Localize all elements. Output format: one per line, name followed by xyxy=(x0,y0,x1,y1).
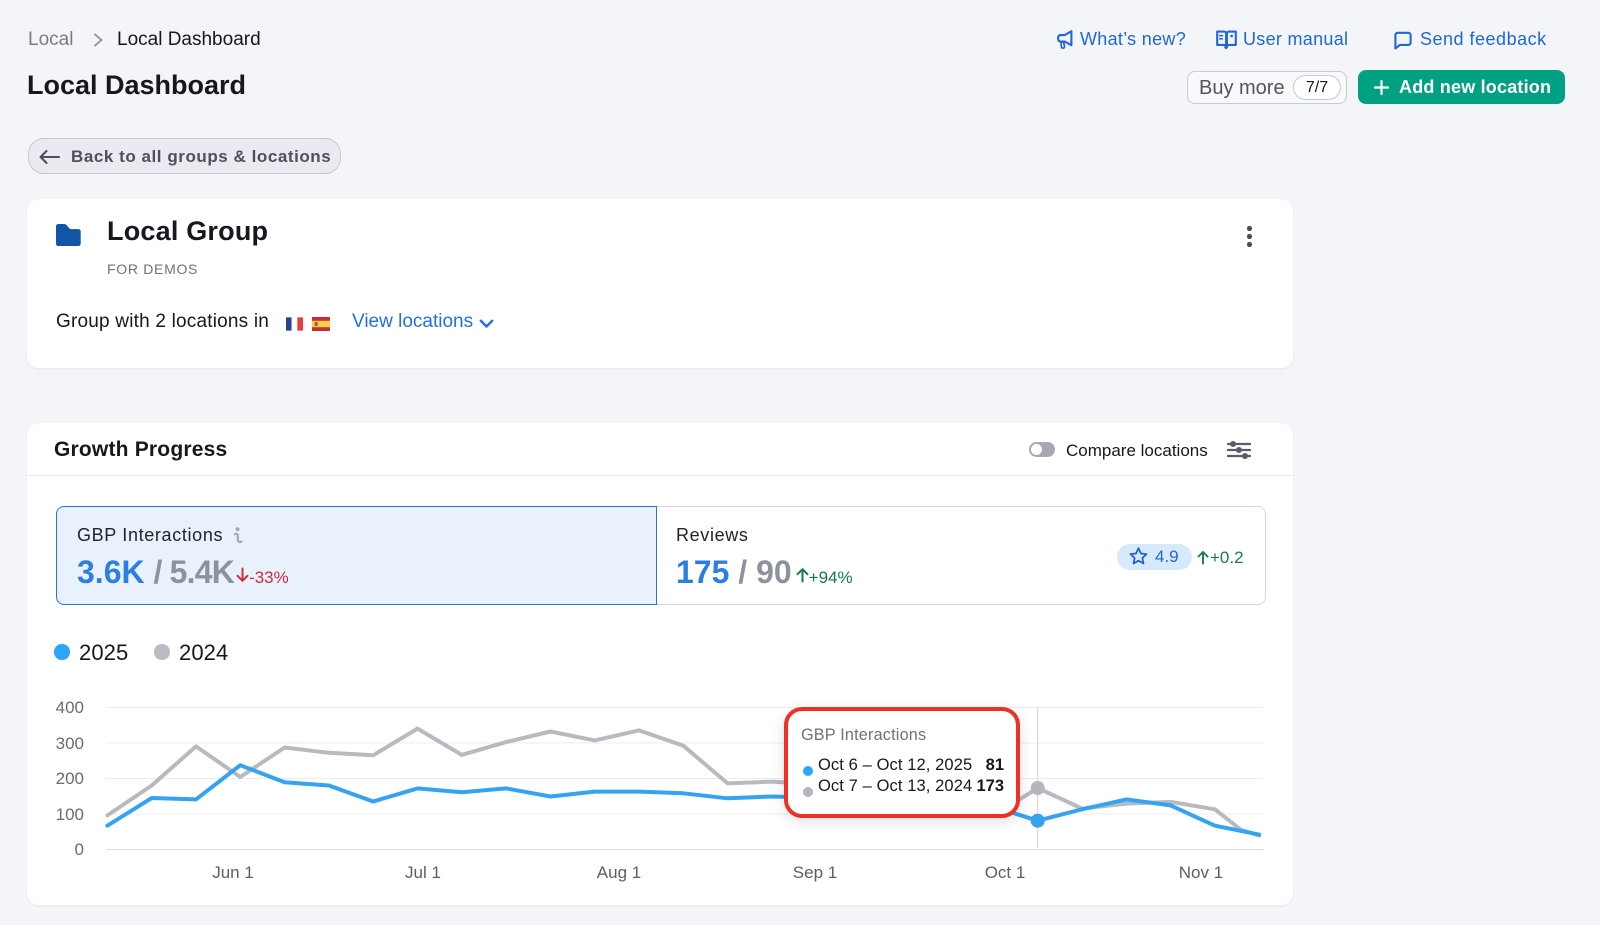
svg-text:200: 200 xyxy=(56,769,84,788)
svg-text:300: 300 xyxy=(56,734,84,753)
svg-text:Jul 1: Jul 1 xyxy=(405,863,441,882)
svg-text:Oct 1: Oct 1 xyxy=(985,863,1026,882)
svg-text:Sep 1: Sep 1 xyxy=(793,863,837,882)
svg-text:100: 100 xyxy=(56,805,84,824)
svg-text:Jun 1: Jun 1 xyxy=(212,863,254,882)
svg-text:Aug 1: Aug 1 xyxy=(597,863,641,882)
svg-text:400: 400 xyxy=(56,698,84,717)
svg-text:0: 0 xyxy=(75,840,84,859)
svg-text:Nov 1: Nov 1 xyxy=(1179,863,1223,882)
